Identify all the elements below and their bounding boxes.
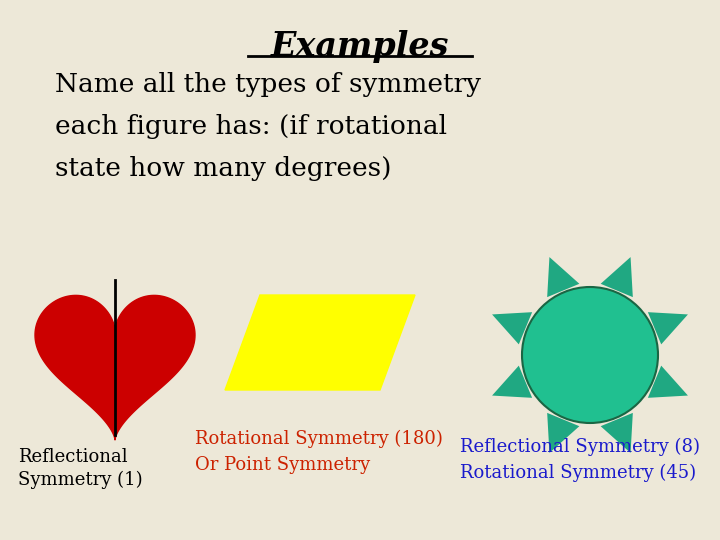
Text: each figure has: (if rotational: each figure has: (if rotational xyxy=(55,114,447,139)
Polygon shape xyxy=(547,413,580,453)
Text: Examples: Examples xyxy=(271,30,449,63)
Text: Name all the types of symmetry: Name all the types of symmetry xyxy=(55,72,481,97)
Circle shape xyxy=(522,287,658,423)
Polygon shape xyxy=(492,366,532,398)
Polygon shape xyxy=(547,257,580,297)
Polygon shape xyxy=(648,312,688,345)
Polygon shape xyxy=(225,295,415,390)
Text: Reflectional
Symmetry (1): Reflectional Symmetry (1) xyxy=(18,448,143,489)
Polygon shape xyxy=(600,257,633,297)
Polygon shape xyxy=(600,413,633,453)
Polygon shape xyxy=(492,312,532,345)
Text: state how many degrees): state how many degrees) xyxy=(55,156,392,181)
Text: Reflectional Symmetry (8): Reflectional Symmetry (8) xyxy=(460,438,700,456)
Text: Rotational Symmetry (45): Rotational Symmetry (45) xyxy=(460,464,696,482)
Text: Rotational Symmetry (180): Rotational Symmetry (180) xyxy=(195,430,443,448)
Polygon shape xyxy=(648,366,688,398)
Text: Or Point Symmetry: Or Point Symmetry xyxy=(195,456,370,474)
Polygon shape xyxy=(35,295,195,440)
